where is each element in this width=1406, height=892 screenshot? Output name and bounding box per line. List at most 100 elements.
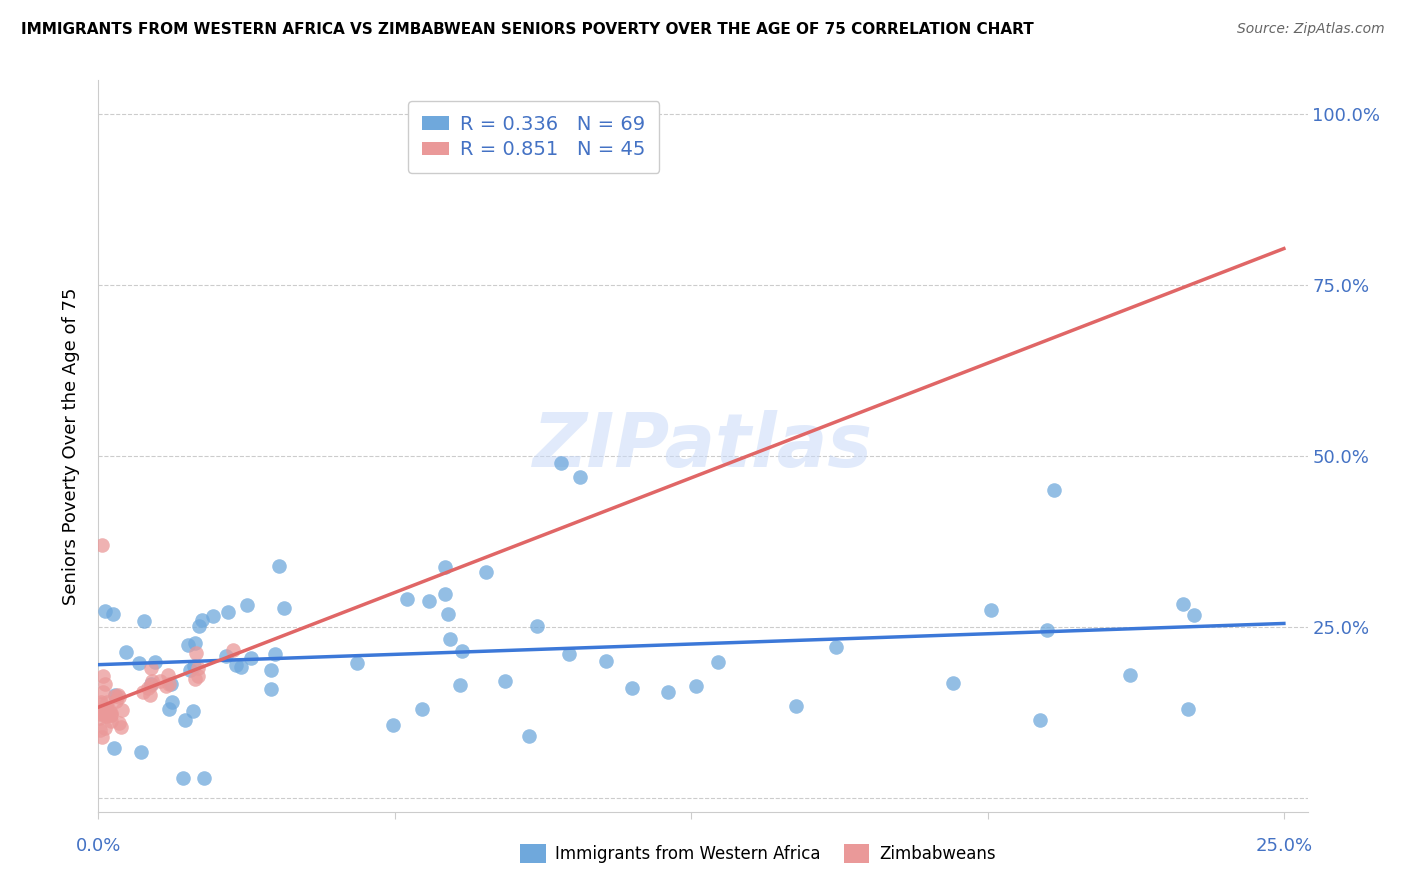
Point xyxy=(93,668,115,682)
Point xyxy=(98,708,121,723)
Point xyxy=(411,702,433,716)
Point xyxy=(103,741,125,756)
Point xyxy=(1182,608,1205,623)
Text: IMMIGRANTS FROM WESTERN AFRICA VS ZIMBABWEAN SENIORS POVERTY OVER THE AGE OF 75 : IMMIGRANTS FROM WESTERN AFRICA VS ZIMBAB… xyxy=(21,22,1033,37)
Point xyxy=(136,681,159,695)
Point xyxy=(94,702,117,716)
Point xyxy=(267,558,290,573)
Point xyxy=(139,661,162,675)
Point xyxy=(91,685,114,699)
Point xyxy=(105,694,128,708)
Point xyxy=(558,648,581,662)
Point xyxy=(143,655,166,669)
Point xyxy=(139,677,162,691)
Point xyxy=(620,681,643,695)
Point xyxy=(100,708,122,723)
Point xyxy=(90,695,112,709)
Point xyxy=(706,655,728,669)
Point xyxy=(1029,713,1052,727)
Point xyxy=(157,702,180,716)
Point xyxy=(160,695,183,709)
Point xyxy=(174,713,197,727)
Text: 25.0%: 25.0% xyxy=(1256,837,1312,855)
Point xyxy=(184,673,207,687)
Point xyxy=(91,538,114,552)
Point xyxy=(186,646,208,660)
Point xyxy=(240,650,263,665)
Point xyxy=(89,723,111,737)
Point xyxy=(980,603,1002,617)
Point xyxy=(236,599,259,613)
Point xyxy=(439,632,461,647)
Point xyxy=(98,703,121,717)
Point xyxy=(172,771,194,785)
Point xyxy=(139,688,162,702)
Point xyxy=(433,560,456,574)
Point xyxy=(159,677,181,691)
Point xyxy=(449,678,471,692)
Point xyxy=(155,679,177,693)
Point xyxy=(1171,598,1194,612)
Point xyxy=(100,706,122,720)
Point xyxy=(187,619,209,633)
Point xyxy=(225,658,247,673)
Point xyxy=(202,609,225,624)
Point xyxy=(108,715,131,730)
Point xyxy=(156,668,179,682)
Point xyxy=(183,658,205,673)
Point xyxy=(110,720,132,734)
Point xyxy=(114,645,136,659)
Point xyxy=(94,604,117,618)
Point xyxy=(273,601,295,615)
Point xyxy=(526,619,548,633)
Point xyxy=(190,613,212,627)
Point xyxy=(96,695,118,709)
Point xyxy=(1043,483,1066,498)
Point xyxy=(260,681,283,696)
Point xyxy=(128,656,150,670)
Point xyxy=(91,730,114,744)
Point xyxy=(193,771,215,785)
Point xyxy=(222,643,245,657)
Point xyxy=(101,607,124,622)
Point xyxy=(104,688,127,702)
Point xyxy=(93,704,115,718)
Point xyxy=(231,659,253,673)
Point xyxy=(1036,624,1059,638)
Point xyxy=(100,714,122,728)
Text: Immigrants from Western Africa: Immigrants from Western Africa xyxy=(555,845,821,863)
Point xyxy=(785,699,807,714)
Point xyxy=(90,703,112,717)
Point xyxy=(111,703,134,717)
Point xyxy=(187,661,209,675)
Point xyxy=(451,644,474,658)
Point xyxy=(568,469,591,483)
Point xyxy=(217,605,239,619)
Point xyxy=(657,685,679,699)
Point xyxy=(437,607,460,621)
Point xyxy=(494,674,516,689)
Point xyxy=(434,587,457,601)
Point xyxy=(104,689,127,703)
Point xyxy=(96,705,118,719)
Point xyxy=(475,565,498,579)
Point xyxy=(93,721,115,735)
Text: Source: ZipAtlas.com: Source: ZipAtlas.com xyxy=(1237,22,1385,37)
Point xyxy=(129,745,152,759)
Point xyxy=(89,710,111,724)
Point xyxy=(159,677,181,691)
Point xyxy=(685,679,707,693)
Text: ZIPatlas: ZIPatlas xyxy=(533,409,873,483)
Point xyxy=(181,705,204,719)
Point xyxy=(132,614,155,628)
Point xyxy=(260,663,283,677)
Point xyxy=(90,697,112,711)
Point xyxy=(1177,702,1199,716)
Point xyxy=(149,673,172,688)
Point xyxy=(264,648,287,662)
Legend: R = 0.336   N = 69, R = 0.851   N = 45: R = 0.336 N = 69, R = 0.851 N = 45 xyxy=(408,101,659,173)
Point xyxy=(89,707,111,722)
Point xyxy=(107,688,129,702)
Point xyxy=(418,594,440,608)
Point xyxy=(177,638,200,652)
